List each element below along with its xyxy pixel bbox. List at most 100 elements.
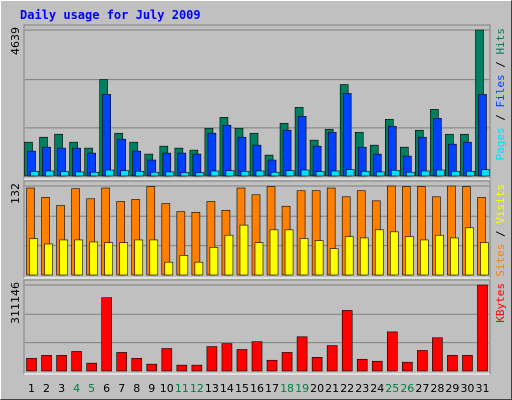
bar — [360, 170, 370, 177]
x-tick-label: 3 — [58, 382, 65, 395]
x-tick-label: 20 — [310, 382, 324, 395]
bar — [433, 118, 442, 177]
x-tick-label: 27 — [415, 382, 429, 395]
bar — [176, 364, 188, 372]
bar — [342, 93, 352, 177]
bar — [406, 171, 415, 177]
bar — [41, 355, 52, 372]
bar — [359, 237, 369, 276]
bar — [60, 171, 69, 177]
bar — [180, 172, 190, 177]
x-tick-label: 28 — [430, 382, 444, 395]
bar — [463, 141, 472, 177]
legend-entry: Hits — [494, 28, 507, 55]
x-tick-label: 1 — [28, 382, 35, 395]
x-tick-label: 29 — [445, 382, 459, 395]
x-tick-label: 25 — [385, 382, 399, 395]
bar — [221, 343, 233, 372]
bar — [477, 284, 488, 372]
bar — [161, 348, 173, 372]
bar — [30, 170, 39, 177]
legend: KBytes — [494, 283, 507, 323]
bar — [236, 349, 248, 372]
bar — [194, 261, 204, 276]
legend-entry: Visits — [494, 184, 507, 224]
bar — [315, 171, 325, 177]
x-tick-label: 6 — [103, 382, 110, 395]
y-tick-label: 132 — [9, 183, 22, 204]
bar — [101, 297, 112, 372]
bar — [405, 236, 414, 276]
bar — [432, 337, 443, 372]
bar — [254, 242, 264, 276]
bar — [134, 239, 144, 276]
legend-separator: / — [494, 224, 507, 244]
bar — [466, 170, 475, 177]
bar — [149, 239, 159, 276]
legend-separator: / — [494, 108, 507, 128]
x-tick-label: 23 — [355, 382, 369, 395]
chart-title: Daily usage for July 2009 — [20, 8, 201, 22]
bar — [116, 352, 128, 372]
bar — [284, 229, 294, 276]
bar — [436, 169, 445, 177]
bar — [478, 94, 487, 177]
y-tick-label: 311146 — [9, 282, 22, 324]
legend-entry: Pages — [494, 127, 507, 160]
x-tick-label: 26 — [400, 382, 414, 395]
bar — [104, 242, 113, 276]
bar — [206, 346, 218, 372]
bar — [26, 357, 37, 372]
x-tick-label: 15 — [235, 382, 249, 395]
bar — [240, 170, 250, 177]
bar — [402, 361, 413, 372]
bar — [450, 237, 459, 276]
bar — [224, 234, 234, 276]
bar — [371, 360, 383, 372]
legend-entry: Sites — [494, 244, 507, 277]
bar — [59, 239, 68, 276]
bar — [210, 170, 220, 177]
bar — [387, 125, 397, 177]
bar — [330, 170, 340, 177]
x-tick-label: 8 — [133, 382, 140, 395]
bar — [239, 224, 249, 276]
x-tick-label: 21 — [325, 382, 339, 395]
bar — [435, 234, 444, 276]
legend-entry: KBytes — [494, 283, 507, 323]
bar — [390, 170, 400, 177]
bar — [281, 352, 293, 372]
bar — [135, 170, 145, 177]
bar — [282, 129, 292, 177]
x-tick-label: 22 — [340, 382, 354, 395]
bar — [341, 310, 353, 372]
bar — [417, 350, 428, 372]
bar — [462, 355, 473, 372]
bar — [420, 239, 429, 276]
bar — [285, 170, 295, 177]
x-tick-label: 24 — [370, 382, 384, 395]
bar — [421, 170, 430, 177]
bar — [86, 362, 97, 372]
bar — [327, 131, 337, 177]
bar — [150, 171, 160, 177]
bar — [311, 357, 323, 372]
x-tick-label: 13 — [205, 382, 219, 395]
bar — [207, 132, 217, 177]
x-tick-label: 10 — [160, 382, 174, 395]
legend: Pages / Files / Hits — [494, 28, 507, 161]
bar — [345, 169, 355, 177]
bar — [255, 170, 265, 177]
x-tick-label: 19 — [295, 382, 309, 395]
bar — [75, 171, 84, 177]
bar — [329, 248, 339, 276]
bar — [326, 345, 338, 372]
bar — [179, 255, 189, 276]
x-tick-label: 11 — [175, 382, 189, 395]
bar — [266, 359, 278, 372]
bar — [465, 227, 474, 276]
bar — [356, 358, 368, 372]
x-tick-label: 5 — [88, 382, 95, 395]
bar — [375, 171, 385, 177]
